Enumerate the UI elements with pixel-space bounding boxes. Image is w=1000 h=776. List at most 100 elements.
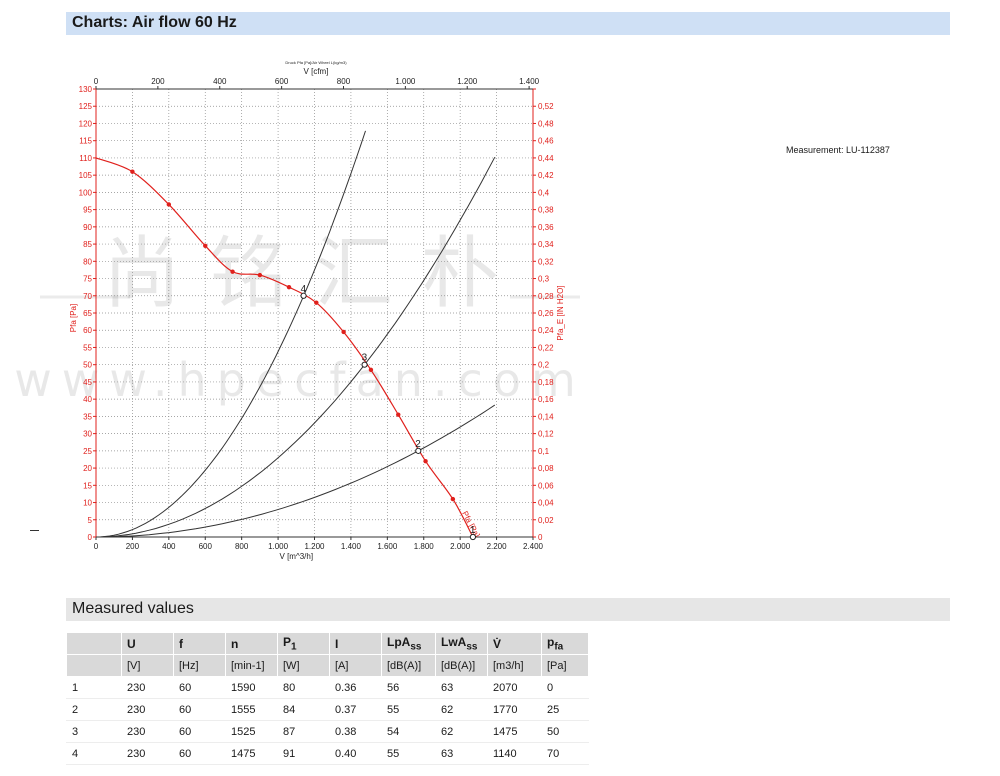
table-cell: 230 [121,698,174,721]
top-tick-label: 400 [213,77,227,86]
column-header: f [173,632,226,655]
table-cell: 0.36 [329,676,382,699]
right-tick-label: 0,18 [538,378,554,387]
column-header-subscript: 1 [291,641,297,653]
unit-cell [66,654,122,677]
y-tick-label: 60 [83,326,92,335]
column-header [66,632,122,655]
operating-point-label: 3 [362,353,368,364]
table-cell: 55 [381,742,436,765]
table-cell: 0.40 [329,742,382,765]
right-tick-label: 0,12 [538,430,554,439]
y-tick-label: 5 [88,516,93,525]
charts-section-title: Charts: Air flow 60 Hz [72,14,237,31]
column-header: I [329,632,382,655]
table-cell: 1 [66,676,122,699]
y-tick-label: 115 [79,137,92,146]
right-tick-label: 0,3 [538,275,550,284]
fan-curve-point [286,284,292,290]
fan-curve-line [95,157,474,538]
right-tick-label: 0,32 [538,257,554,266]
table-cell: 230 [121,742,174,765]
table-cell: 84 [277,698,330,721]
y-tick-label: 65 [83,309,92,318]
table-cell: 62 [435,720,488,743]
column-header-subscript: fa [554,641,564,653]
y-axis-label: Pfa [Pa] [69,304,78,332]
operating-point-marker [469,533,477,541]
table-row: 4 230 60 1475 91 0.40 55 63 1140 70 [66,742,589,765]
right-tick-label: 0,46 [538,137,554,146]
operating-point-marker [361,361,368,368]
y-tick-label: 50 [83,361,92,370]
table-cell: 55 [381,698,436,721]
table-units-row: [V] [Hz] [min-1] [W] [A] [dB(A)] [dB(A)] [m3/h]… [66,654,589,677]
table-cell: 3 [66,720,122,743]
operating-point-label: 4 [301,284,307,295]
measured-section-title: Measured values [72,600,194,617]
operating-point-marker [415,447,422,454]
y-tick-label: 105 [79,171,93,180]
measured-section-header: Measured values [66,598,950,621]
fan-curve-point [368,367,374,373]
y-tick-label: 40 [83,395,92,404]
table-cell: 56 [381,676,436,699]
right-tick-label: 0,08 [538,464,554,473]
table-row: 1 230 60 1590 80 0.36 56 63 2070 0 [66,676,589,699]
table-cell: 0 [541,676,589,699]
y-tick-label: 55 [83,343,92,352]
column-header: LpAss [381,632,436,655]
table-cell: 62 [435,698,488,721]
fan-curve-point [423,458,428,464]
right-tick-label: 0 [538,533,543,542]
measurement-note: Measurement: LU-112387 [786,145,890,155]
x-tick-label: 2.000 [450,542,471,551]
column-header: V̇ [487,632,542,655]
right-tick-label: 0,16 [538,395,554,404]
top-tick-label: 600 [275,77,289,86]
x-tick-label: 1.600 [377,542,398,551]
right-tick-label: 0,2 [538,361,550,370]
unit-cell: [Hz] [173,654,226,677]
table-cell: 87 [277,720,330,743]
top-tick-label: 200 [151,77,165,86]
table-cell: 2 [66,698,122,721]
right-tick-label: 0,02 [538,516,554,525]
right-tick-label: 0,42 [538,171,554,180]
unit-cell: [m3/h] [487,654,542,677]
x-tick-label: 1.400 [341,542,362,551]
fan-curve-point [130,169,135,174]
x-tick-label: 0 [94,542,99,551]
table-cell: 2070 [487,676,542,699]
top-tick-label: 1.000 [395,77,416,86]
right-tick-label: 0,44 [538,154,554,163]
table-cell: 0.37 [329,698,382,721]
table-cell: 60 [173,698,226,721]
y-tick-label: 25 [83,447,92,456]
y-tick-label: 100 [79,188,93,197]
y-tick-label: 0 [88,533,93,542]
x-tick-label: 600 [199,542,213,551]
right-tick-label: 0,4 [538,188,550,197]
right-tick-label: 0,36 [538,223,554,232]
right-tick-label: 0,28 [538,292,554,301]
y-tick-label: 120 [79,119,93,128]
right-tick-label: 0,26 [538,309,554,318]
column-header: LwAss [435,632,488,655]
y-tick-label: 35 [83,412,92,421]
y-tick-label: 90 [83,223,92,232]
y-tick-label: 130 [79,85,93,94]
fan-curve-point [230,269,235,274]
watermark-chinese: 尚铭汇朴 [103,229,527,319]
column-header: n [225,632,278,655]
table-cell: 1140 [487,742,542,765]
right-tick-label: 0,06 [538,481,554,490]
y-tick-label: 125 [79,102,93,111]
table-cell: 4 [66,742,122,765]
dash-mark [30,530,39,531]
y-tick-label: 20 [83,464,92,473]
x-tick-label: 1.200 [304,542,325,551]
fan-curve-point [450,496,456,502]
